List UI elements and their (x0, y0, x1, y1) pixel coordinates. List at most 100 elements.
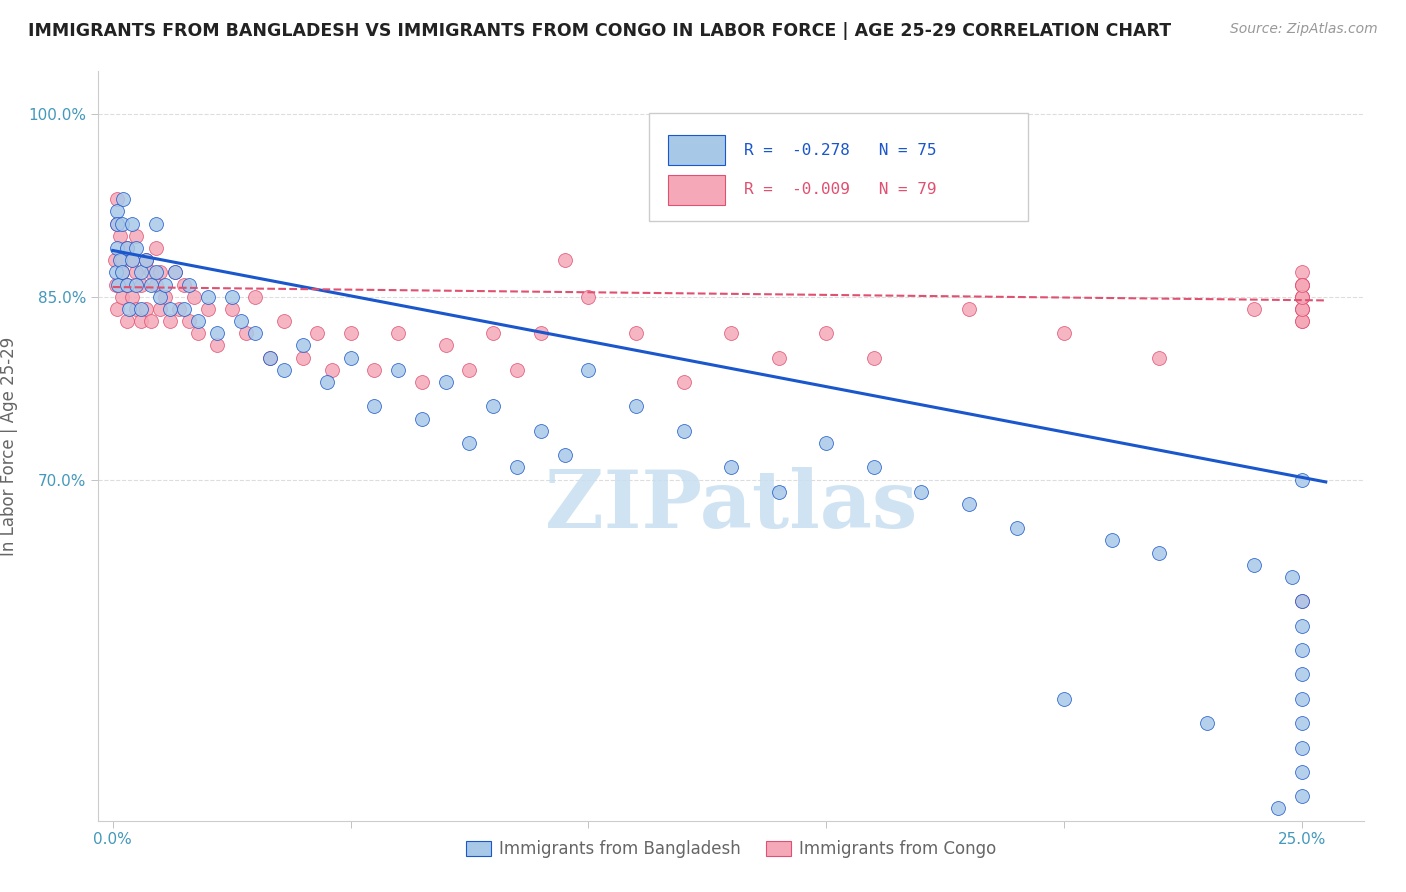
Point (108, 228, 131, 243)
Point (221, 301, 243, 316)
Point (530, 424, 553, 438)
Point (107, 217, 129, 231)
Bar (648, 112, 1028, 221)
Point (672, 424, 695, 438)
Point (118, 301, 141, 316)
Point (624, 326, 647, 341)
Point (434, 338, 457, 352)
Point (363, 363, 385, 377)
Point (815, 326, 838, 341)
Point (115, 314, 138, 328)
Point (1195, 716, 1218, 731)
Point (1291, 265, 1313, 279)
Point (768, 484, 790, 499)
Point (145, 241, 167, 255)
Point (458, 363, 481, 377)
Point (105, 204, 128, 219)
Point (235, 326, 257, 341)
Text: R =  -0.009   N = 79: R = -0.009 N = 79 (744, 182, 936, 197)
Point (1291, 594, 1313, 608)
Point (121, 290, 143, 304)
Point (104, 253, 127, 268)
Point (121, 253, 143, 268)
Point (159, 314, 181, 328)
Point (107, 217, 129, 231)
Point (291, 351, 314, 365)
Point (183, 290, 205, 304)
Point (221, 290, 243, 304)
Point (1291, 667, 1313, 681)
Point (910, 484, 932, 499)
Point (506, 460, 529, 475)
Point (273, 363, 295, 377)
Point (1291, 594, 1313, 608)
Point (530, 326, 553, 341)
Point (482, 326, 505, 341)
Point (105, 265, 128, 279)
Point (105, 277, 128, 292)
Point (1291, 277, 1313, 292)
Point (815, 436, 838, 450)
Point (111, 265, 134, 279)
Point (153, 277, 176, 292)
Point (207, 326, 229, 341)
Point (1291, 740, 1313, 755)
Point (339, 326, 361, 341)
Point (121, 217, 143, 231)
Point (1291, 789, 1313, 804)
Point (863, 351, 886, 365)
Point (111, 253, 134, 268)
Point (125, 228, 148, 243)
Point (135, 301, 157, 316)
Point (111, 217, 134, 231)
Point (245, 290, 267, 304)
Point (1053, 326, 1076, 341)
Point (720, 460, 742, 475)
Point (672, 375, 695, 389)
Point (387, 326, 409, 341)
Point (129, 314, 152, 328)
Y-axis label: In Labor Force | Age 25-29: In Labor Force | Age 25-29 (0, 336, 17, 556)
Point (1291, 618, 1313, 632)
Point (115, 277, 138, 292)
Point (1291, 314, 1313, 328)
Point (1291, 277, 1313, 292)
Point (768, 351, 790, 365)
Point (259, 351, 281, 365)
Point (107, 277, 129, 292)
Point (125, 265, 148, 279)
Point (145, 217, 167, 231)
Point (1101, 533, 1123, 548)
Point (624, 400, 647, 414)
Point (149, 301, 172, 316)
Point (112, 192, 135, 206)
Text: R =  -0.278   N = 75: R = -0.278 N = 75 (744, 143, 936, 158)
Point (957, 301, 980, 316)
Point (1149, 351, 1171, 365)
Point (1281, 570, 1303, 584)
Point (1291, 301, 1313, 316)
Point (1291, 716, 1313, 731)
Point (139, 265, 162, 279)
Text: Source: ZipAtlas.com: Source: ZipAtlas.com (1230, 22, 1378, 37)
Point (129, 277, 152, 292)
Point (107, 241, 129, 255)
Point (576, 363, 599, 377)
Point (125, 277, 148, 292)
Point (231, 314, 253, 328)
Point (135, 253, 157, 268)
Point (207, 338, 229, 352)
Bar (668, 135, 725, 165)
Point (434, 375, 457, 389)
Text: IMMIGRANTS FROM BANGLADESH VS IMMIGRANTS FROM CONGO IN LABOR FORCE | AGE 25-29 C: IMMIGRANTS FROM BANGLADESH VS IMMIGRANTS… (28, 22, 1171, 40)
Point (307, 326, 329, 341)
Point (315, 375, 337, 389)
Point (115, 277, 138, 292)
Point (1149, 546, 1171, 560)
Point (411, 411, 433, 425)
Point (1291, 290, 1313, 304)
Point (115, 241, 138, 255)
Point (387, 363, 409, 377)
Point (482, 400, 505, 414)
Point (1291, 691, 1313, 706)
